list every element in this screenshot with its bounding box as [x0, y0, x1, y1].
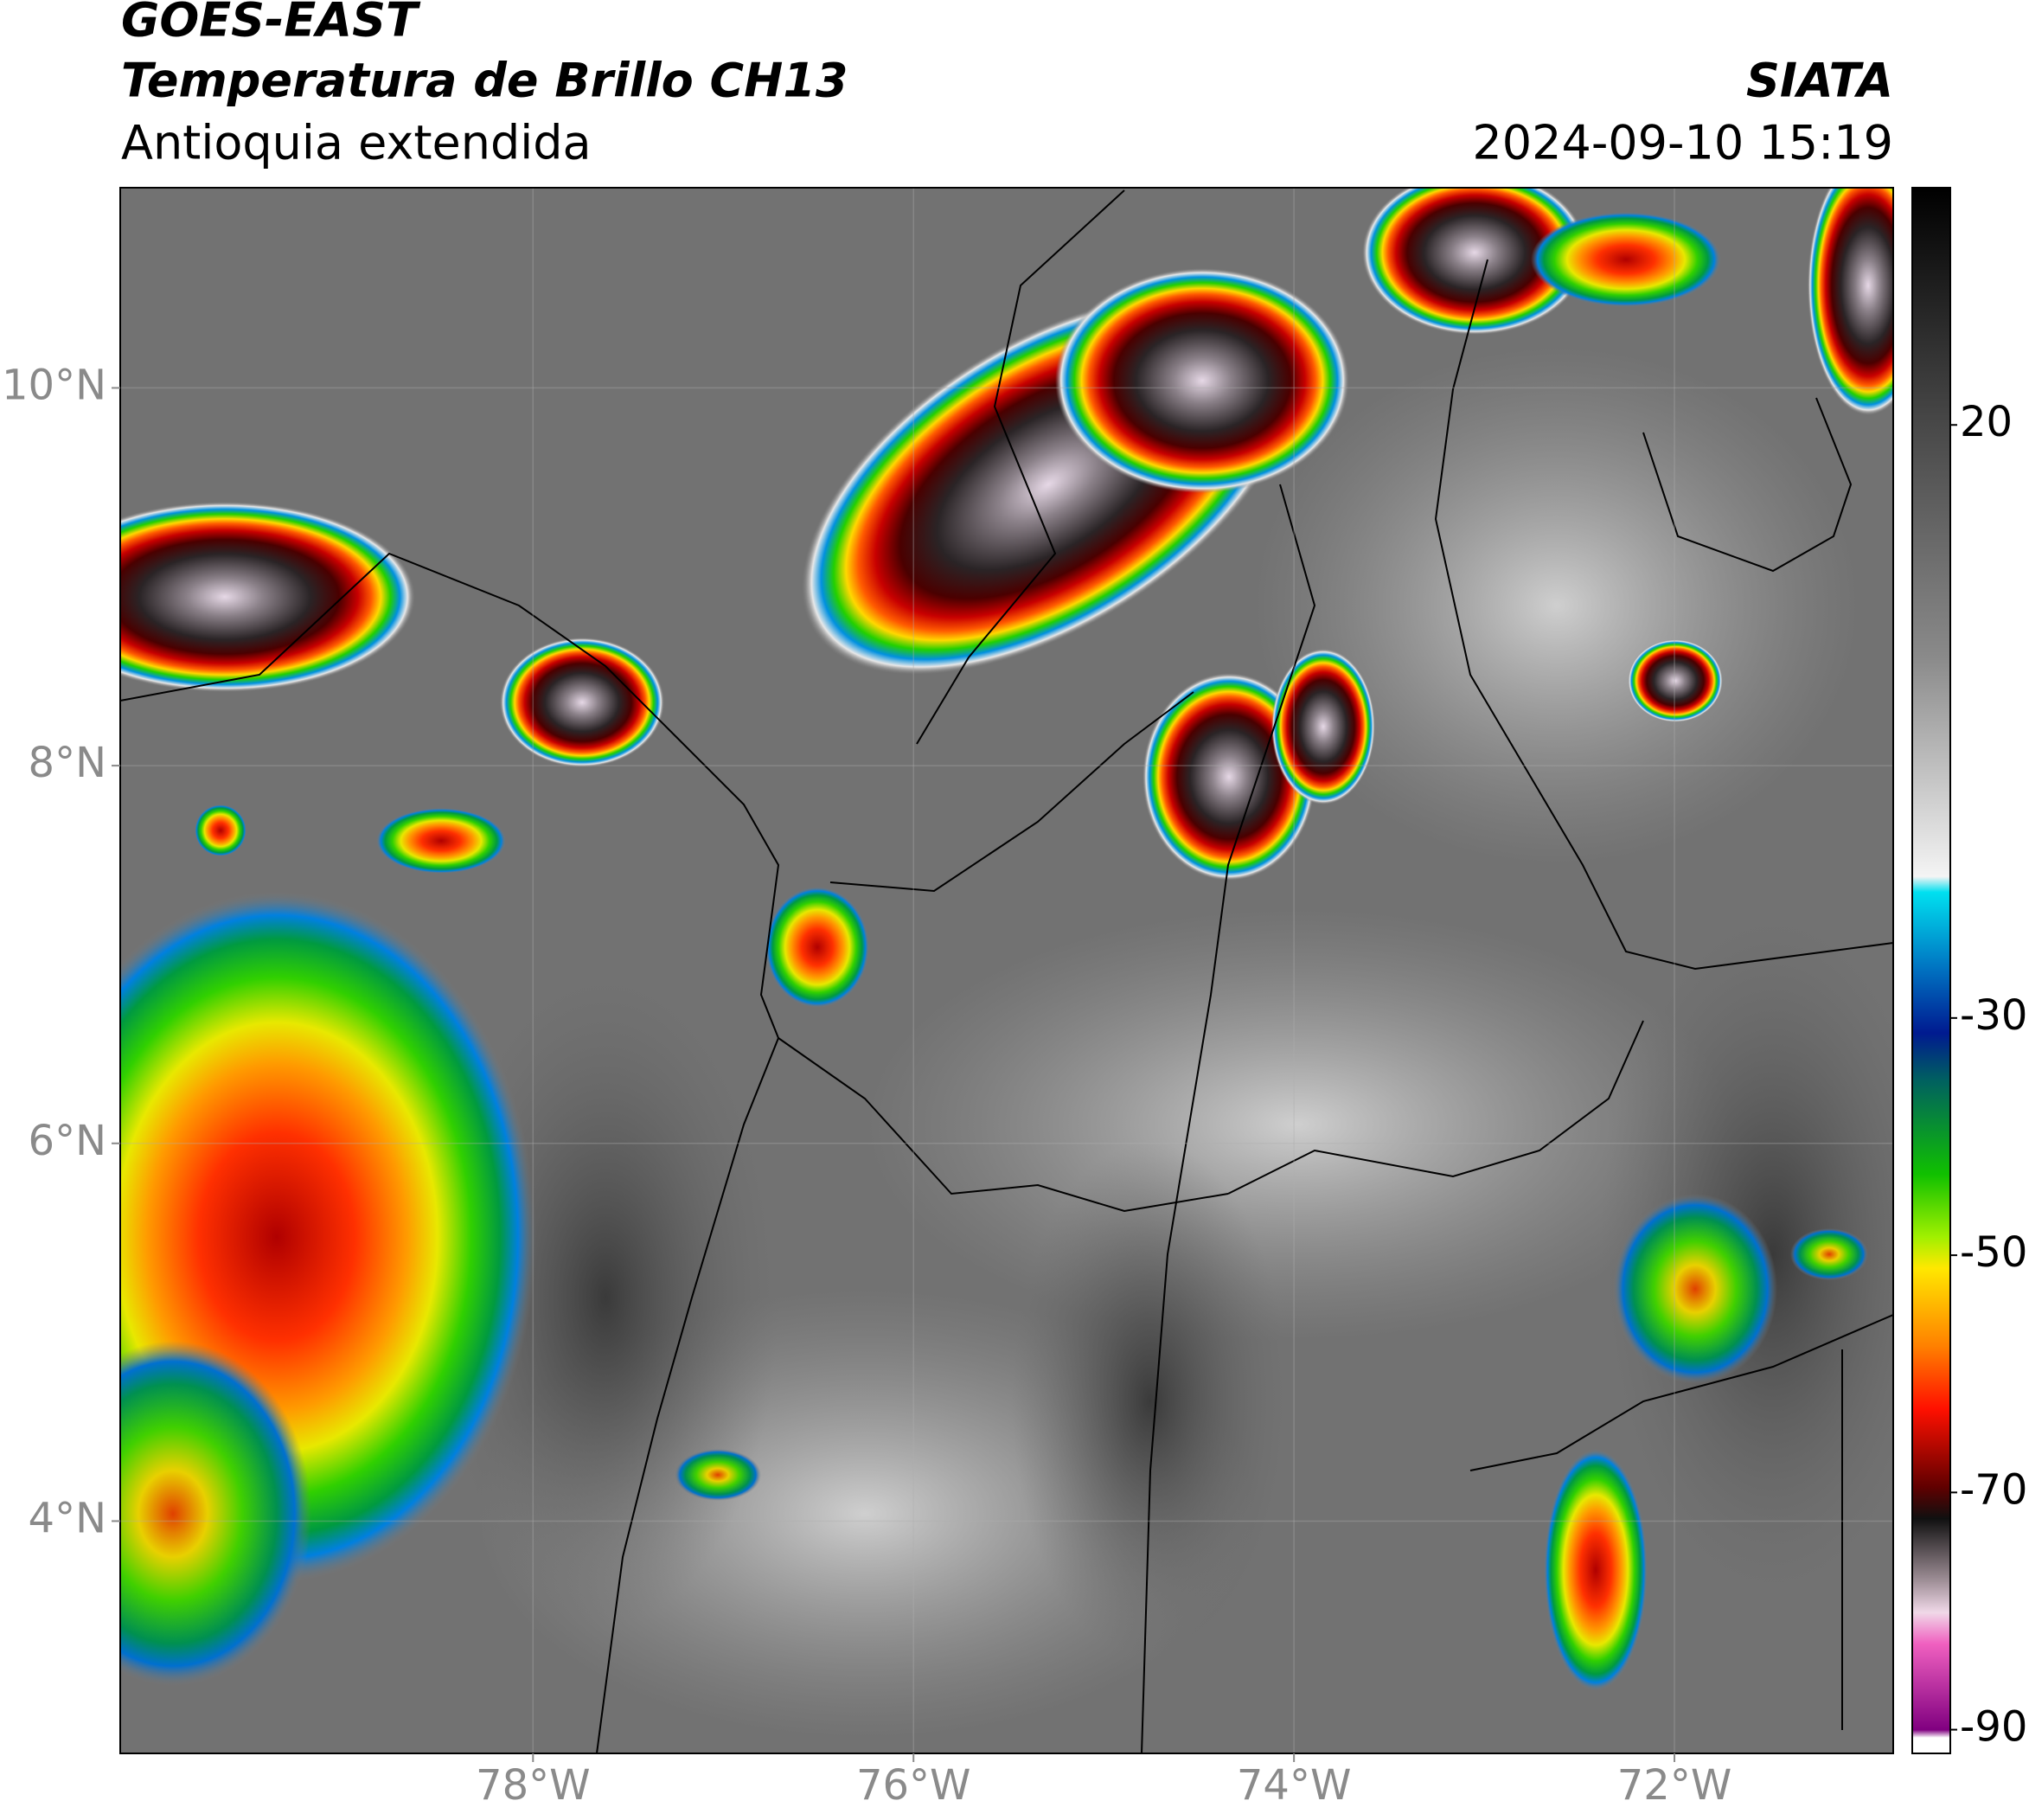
storm-cell	[1055, 268, 1349, 493]
coastline	[916, 189, 1125, 745]
boundaries	[120, 189, 1893, 1753]
storm-cell	[500, 638, 664, 767]
coastline	[1642, 397, 1853, 573]
storm-cell	[1362, 188, 1587, 335]
colorbar-tick-label: 20	[1960, 398, 2013, 446]
cloud-field	[1254, 346, 1859, 865]
colorbar-tick-label: -30	[1960, 991, 2027, 1040]
border	[1469, 1314, 1893, 1471]
storm-cell	[1613, 1194, 1777, 1384]
colorbar-tick-label: -70	[1960, 1465, 2027, 1514]
graticule	[120, 188, 1893, 1753]
x-tick-label: 76°W	[856, 1761, 971, 1810]
dark-zone	[1012, 1142, 1289, 1661]
border	[829, 691, 1194, 893]
colorbar	[1911, 187, 1951, 1754]
y-tick-label: 4°N	[29, 1494, 106, 1542]
colorbar-tick-label: -50	[1960, 1228, 2027, 1277]
coastline	[120, 552, 780, 1039]
storm-cell	[1531, 212, 1721, 307]
map-frame	[119, 187, 1894, 1754]
storm-cell	[1544, 1449, 1648, 1691]
storm-cell	[675, 1449, 761, 1501]
x-tick-label: 74°W	[1237, 1761, 1352, 1810]
satellite-title: GOES-EAST	[121, 0, 421, 48]
x-tick-label: 78°W	[476, 1761, 591, 1810]
storm-cell	[1790, 1228, 1868, 1280]
coastline	[596, 1037, 779, 1753]
satellite-image	[120, 188, 1893, 1753]
colorbar-tick-label: -90	[1960, 1703, 2027, 1752]
storm-cell	[120, 502, 415, 692]
border	[778, 1037, 1229, 1213]
y-tick-label: 8°N	[29, 739, 106, 787]
storm-cell	[1628, 639, 1723, 722]
product-title: Temperatura de Brillo CH13	[121, 54, 848, 108]
cloud-field	[865, 908, 1730, 1341]
datetime-label: 2024-09-10 15:19	[1472, 116, 1893, 170]
storm-cell	[195, 804, 246, 856]
border	[1227, 1020, 1644, 1195]
source-label: SIATA	[1746, 54, 1893, 108]
storm-cell	[1271, 649, 1375, 804]
storm-cell	[120, 1341, 311, 1687]
storm-cell	[1808, 188, 1893, 415]
storm-cell	[765, 887, 869, 1008]
y-tick-label: 6°N	[29, 1117, 106, 1165]
x-tick-label: 72°W	[1617, 1761, 1732, 1810]
region-subtitle: Antioquia extendida	[121, 116, 592, 170]
border	[1141, 484, 1316, 1753]
storm-cell	[376, 808, 506, 874]
y-tick-label: 10°N	[2, 361, 106, 409]
border	[1434, 259, 1893, 971]
